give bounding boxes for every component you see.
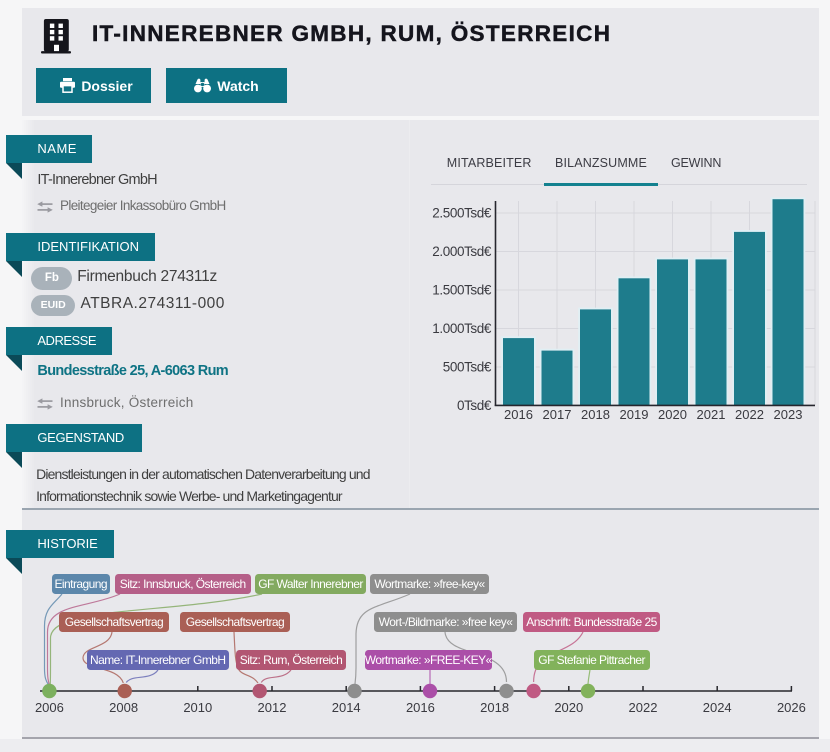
svg-text:2016: 2016 (504, 407, 533, 422)
svg-text:2022: 2022 (629, 700, 658, 715)
svg-text:500Tsd€: 500Tsd€ (443, 360, 492, 375)
svg-text:1.000Tsd€: 1.000Tsd€ (432, 321, 492, 336)
svg-text:2022: 2022 (735, 407, 764, 422)
svg-text:2026: 2026 (777, 700, 806, 715)
svg-text:2019: 2019 (620, 407, 649, 422)
svg-text:2023: 2023 (774, 407, 803, 422)
svg-text:2020: 2020 (554, 700, 583, 715)
svg-text:2.500Tsd€: 2.500Tsd€ (432, 206, 492, 221)
svg-text:2014: 2014 (332, 700, 361, 715)
svg-text:2021: 2021 (697, 407, 726, 422)
svg-text:1.500Tsd€: 1.500Tsd€ (432, 283, 492, 298)
svg-text:2018: 2018 (581, 407, 610, 422)
svg-text:2017: 2017 (543, 407, 572, 422)
svg-text:2018: 2018 (480, 700, 509, 715)
svg-text:2020: 2020 (658, 407, 687, 422)
svg-text:2024: 2024 (703, 700, 732, 715)
svg-text:2010: 2010 (183, 700, 212, 715)
svg-text:2006: 2006 (35, 700, 64, 715)
svg-text:2.000Tsd€: 2.000Tsd€ (432, 244, 492, 259)
svg-text:2008: 2008 (109, 700, 138, 715)
svg-text:0Tsd€: 0Tsd€ (457, 398, 492, 413)
svg-text:2012: 2012 (258, 700, 287, 715)
svg-text:2016: 2016 (406, 700, 435, 715)
